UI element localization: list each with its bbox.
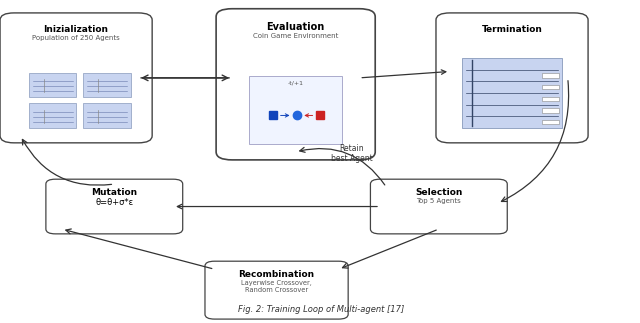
Text: Population of 250 Agents: Population of 250 Agents bbox=[32, 36, 120, 41]
FancyBboxPatch shape bbox=[541, 85, 559, 89]
FancyBboxPatch shape bbox=[461, 58, 563, 128]
Text: Mutation: Mutation bbox=[92, 188, 138, 197]
FancyBboxPatch shape bbox=[0, 13, 152, 143]
FancyBboxPatch shape bbox=[541, 120, 559, 124]
Text: Termination: Termination bbox=[481, 25, 543, 34]
FancyBboxPatch shape bbox=[541, 73, 559, 78]
Text: Recombination: Recombination bbox=[239, 270, 315, 279]
Text: Layerwise Crossover,
Random Crossover: Layerwise Crossover, Random Crossover bbox=[241, 279, 312, 293]
FancyBboxPatch shape bbox=[29, 103, 76, 128]
FancyBboxPatch shape bbox=[541, 108, 559, 113]
FancyBboxPatch shape bbox=[83, 103, 131, 128]
FancyBboxPatch shape bbox=[249, 76, 342, 144]
Text: Evaluation: Evaluation bbox=[266, 22, 324, 32]
Text: -t/+1: -t/+1 bbox=[287, 80, 303, 85]
Text: Retain
best Agent: Retain best Agent bbox=[331, 144, 372, 163]
FancyBboxPatch shape bbox=[541, 97, 559, 101]
FancyBboxPatch shape bbox=[216, 9, 375, 160]
FancyBboxPatch shape bbox=[83, 73, 131, 98]
Text: Inizialization: Inizialization bbox=[44, 25, 109, 34]
FancyBboxPatch shape bbox=[29, 73, 76, 98]
FancyBboxPatch shape bbox=[46, 179, 182, 234]
FancyBboxPatch shape bbox=[371, 179, 508, 234]
FancyBboxPatch shape bbox=[205, 261, 348, 319]
FancyBboxPatch shape bbox=[436, 13, 588, 143]
Text: Fig. 2: Training Loop of Multi-agent [17]: Fig. 2: Training Loop of Multi-agent [17… bbox=[238, 305, 404, 314]
Text: Selection: Selection bbox=[415, 188, 463, 197]
Text: Coin Game Environment: Coin Game Environment bbox=[253, 33, 339, 39]
Text: Top 5 Agents: Top 5 Agents bbox=[417, 198, 461, 203]
Text: θ=θ+σ*ε: θ=θ+σ*ε bbox=[95, 198, 133, 206]
